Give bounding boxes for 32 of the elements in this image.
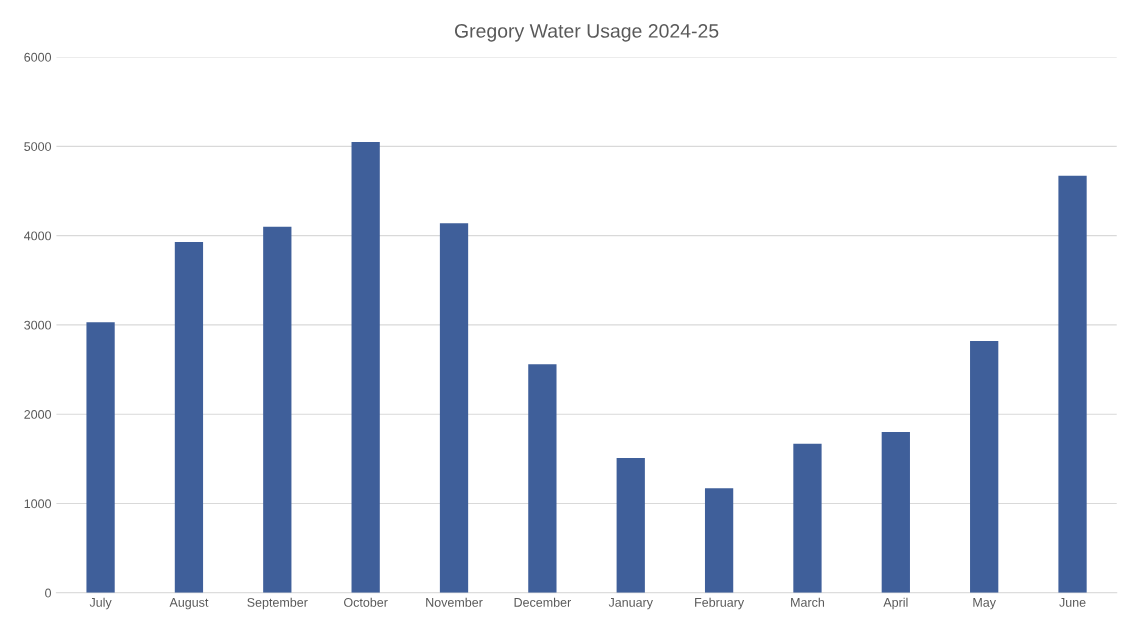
bar bbox=[616, 457, 645, 593]
bar bbox=[174, 241, 204, 593]
y-tick-label: 6000 bbox=[24, 52, 52, 62]
bar bbox=[86, 322, 115, 593]
y-tick-label: 1000 bbox=[24, 499, 52, 509]
bar bbox=[881, 432, 910, 593]
x-tick-label: December bbox=[514, 597, 571, 607]
bar bbox=[793, 443, 822, 593]
bar bbox=[351, 141, 380, 593]
x-tick-label: July bbox=[89, 597, 112, 610]
y-tick-label: 5000 bbox=[24, 142, 52, 151]
y-tick-label: 2000 bbox=[24, 410, 52, 419]
bar bbox=[970, 341, 999, 593]
bar bbox=[704, 488, 734, 593]
x-tick-label: April bbox=[883, 597, 908, 610]
y-tick-label: 4000 bbox=[24, 231, 52, 241]
chart-title: Gregory Water Usage 2024-25 bbox=[454, 24, 719, 42]
x-tick-label: February bbox=[695, 597, 745, 610]
y-tick-label: 3000 bbox=[24, 320, 52, 330]
x-tick-label: August bbox=[169, 598, 209, 610]
y-tick-label: 0 bbox=[45, 588, 52, 598]
bar bbox=[263, 226, 292, 593]
x-tick-label: March bbox=[791, 597, 825, 607]
x-tick-label: June bbox=[1059, 598, 1086, 607]
bar bbox=[528, 364, 557, 593]
x-tick-label: November bbox=[426, 597, 483, 607]
bar bbox=[439, 223, 469, 593]
x-tick-label: January bbox=[608, 598, 653, 610]
x-tick-label: May bbox=[973, 598, 996, 610]
x-tick-label: October bbox=[344, 597, 388, 607]
x-tick-label: September bbox=[247, 597, 308, 610]
bar bbox=[1058, 175, 1087, 593]
